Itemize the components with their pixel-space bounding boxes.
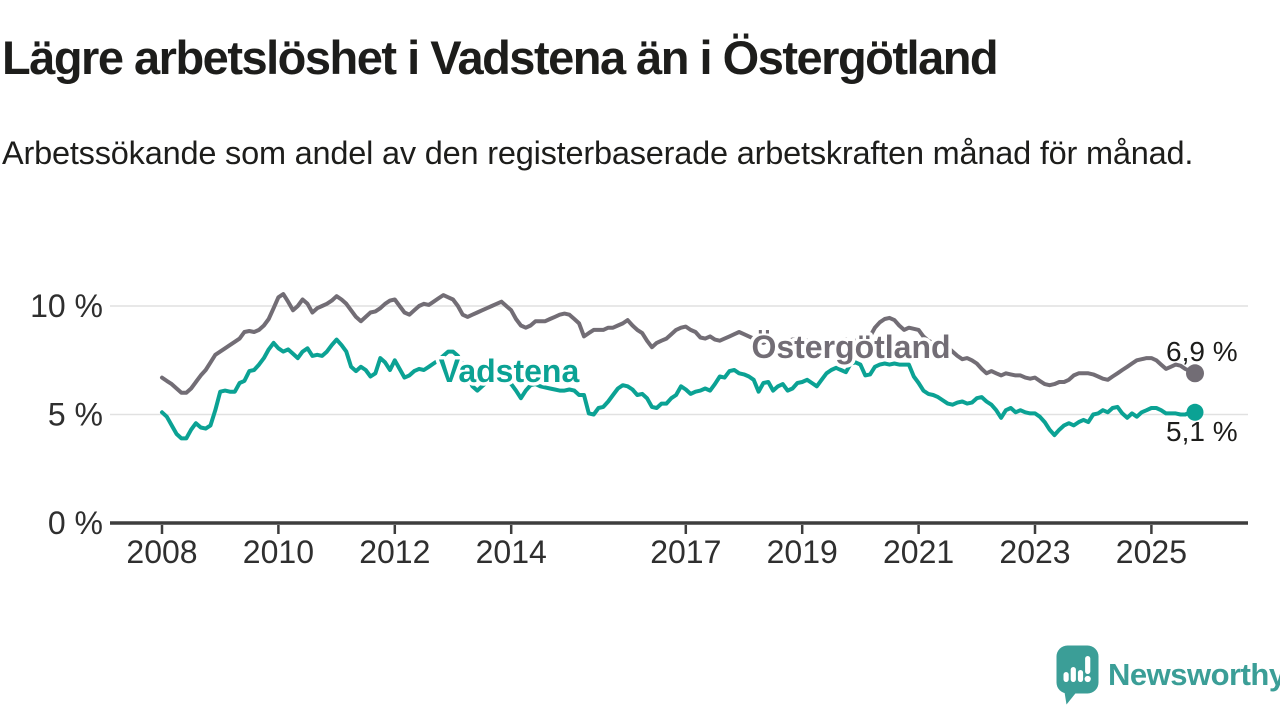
chart-title: Lägre arbetslöshet i Vadstena än i Öster…: [2, 31, 999, 84]
x-axis-label-2019: 2019: [767, 534, 838, 570]
x-axis-label-2017: 2017: [650, 534, 721, 570]
x-axis-label-2012: 2012: [359, 534, 430, 570]
x-axis-label-2025: 2025: [1116, 534, 1187, 570]
y-axis-label-0pct: 0 %: [48, 505, 103, 541]
series-line-vadstena: [160, 337, 1197, 441]
x-axis-label-2023: 2023: [999, 534, 1070, 570]
series-label-vadstena: Vadstena: [439, 353, 580, 389]
series-line-ostergotland: [160, 292, 1197, 395]
x-axis-label-2021: 2021: [883, 534, 954, 570]
y-axis-label-5pct: 5 %: [48, 397, 103, 433]
newsworthy-speech-bubble-chart-icon: [1056, 645, 1099, 705]
series-label-ostergotland: Östergötland: [751, 329, 950, 365]
x-axis-label-2008: 2008: [126, 534, 197, 570]
newsworthy-logo: Newsworthy: [1056, 645, 1280, 705]
end-value-label-vadstena: 5,1 %: [1166, 416, 1238, 447]
newsworthy-brand-name: Newsworthy: [1108, 657, 1280, 692]
series-end-dot-ostergotland: [1186, 364, 1204, 383]
series-end-dot-vadstena: [1186, 403, 1204, 421]
end-value-label-ostergotland: 6,9 %: [1166, 336, 1238, 367]
y-axis-label-10pct: 10 %: [30, 288, 103, 324]
x-axis-label-2010: 2010: [243, 534, 314, 570]
chart-subtitle: Arbetssökande som andel av den registerb…: [2, 135, 1194, 171]
x-axis-label-2014: 2014: [476, 534, 547, 570]
